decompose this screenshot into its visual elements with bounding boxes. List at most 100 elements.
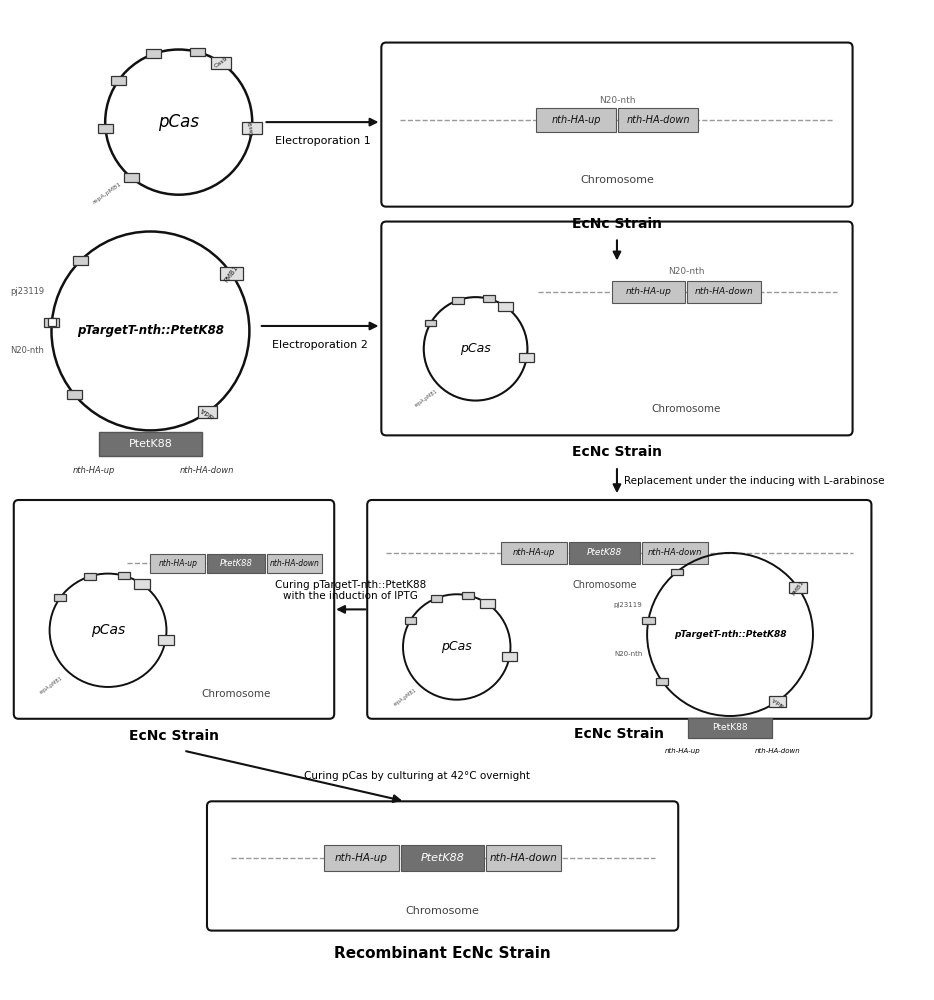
Text: nth-HA-down: nth-HA-down [626, 115, 689, 125]
FancyBboxPatch shape [210, 57, 232, 69]
Text: Chromosome: Chromosome [202, 689, 271, 699]
FancyBboxPatch shape [381, 43, 853, 207]
FancyBboxPatch shape [44, 318, 60, 327]
Text: nth-HA-up: nth-HA-up [513, 548, 556, 557]
Text: nth-HA-up: nth-HA-up [551, 115, 601, 125]
FancyBboxPatch shape [502, 652, 517, 661]
FancyBboxPatch shape [687, 281, 760, 303]
Text: nth-HA-down: nth-HA-down [755, 748, 800, 754]
FancyBboxPatch shape [118, 572, 130, 579]
Text: nth-HA-up: nth-HA-up [335, 853, 388, 863]
FancyBboxPatch shape [134, 579, 149, 589]
Text: nth-HA-up: nth-HA-up [158, 559, 197, 568]
FancyBboxPatch shape [498, 302, 513, 311]
Text: pTargetT-nth::PtetK88: pTargetT-nth::PtetK88 [77, 324, 224, 337]
FancyBboxPatch shape [381, 222, 853, 435]
FancyBboxPatch shape [54, 594, 66, 601]
Text: nth-HA-up: nth-HA-up [626, 287, 672, 296]
Text: PtetK88: PtetK88 [420, 853, 464, 863]
FancyBboxPatch shape [198, 406, 217, 418]
Text: PtetK88: PtetK88 [713, 723, 748, 732]
Text: N20-nth: N20-nth [668, 267, 704, 276]
FancyBboxPatch shape [687, 718, 772, 738]
FancyBboxPatch shape [324, 845, 399, 871]
FancyBboxPatch shape [73, 256, 88, 265]
FancyBboxPatch shape [401, 845, 484, 871]
Text: pTargetT-nth::PtetK88: pTargetT-nth::PtetK88 [673, 630, 786, 639]
FancyBboxPatch shape [48, 318, 56, 326]
Text: pj23119: pj23119 [614, 602, 643, 608]
Text: Recombinant EcNc Strain: Recombinant EcNc Strain [334, 946, 551, 961]
FancyBboxPatch shape [267, 554, 322, 573]
FancyBboxPatch shape [643, 617, 655, 624]
FancyBboxPatch shape [618, 108, 698, 132]
Text: nth-HA-down: nth-HA-down [489, 853, 558, 863]
Text: repA,pMB1: repA,pMB1 [92, 181, 122, 205]
Text: nth-HA-up: nth-HA-up [665, 748, 700, 754]
Text: EcNc Strain: EcNc Strain [129, 729, 219, 743]
Text: Curing pCas by culturing at 42°C overnight: Curing pCas by culturing at 42°C overnig… [304, 771, 530, 781]
Text: Electroporation 1: Electroporation 1 [275, 136, 370, 146]
Text: nth-HA-down: nth-HA-down [695, 287, 754, 296]
Text: N20-nth: N20-nth [599, 96, 635, 105]
FancyBboxPatch shape [220, 267, 243, 280]
Text: EcNc Strain: EcNc Strain [572, 445, 662, 459]
Text: PtetK88: PtetK88 [219, 559, 252, 568]
FancyBboxPatch shape [462, 592, 474, 599]
Text: Chromosome: Chromosome [580, 175, 654, 185]
Text: aldA: aldA [771, 695, 785, 707]
Text: repA,pMB1: repA,pMB1 [39, 675, 64, 695]
Text: pCas: pCas [442, 640, 472, 653]
FancyBboxPatch shape [452, 297, 463, 304]
FancyBboxPatch shape [111, 76, 126, 85]
Text: repA,pMB1: repA,pMB1 [392, 688, 417, 707]
Text: Chromosome: Chromosome [573, 580, 637, 590]
Text: nth-HA-up: nth-HA-up [73, 466, 115, 475]
FancyBboxPatch shape [14, 500, 334, 719]
FancyBboxPatch shape [99, 432, 203, 456]
Text: nth-HA-down: nth-HA-down [647, 548, 701, 557]
FancyBboxPatch shape [191, 48, 205, 56]
FancyBboxPatch shape [502, 542, 567, 564]
FancyBboxPatch shape [84, 573, 96, 580]
FancyBboxPatch shape [404, 617, 416, 624]
Text: aldA: aldA [199, 406, 215, 419]
FancyBboxPatch shape [656, 678, 668, 685]
FancyBboxPatch shape [486, 845, 561, 871]
FancyBboxPatch shape [67, 390, 82, 399]
FancyBboxPatch shape [769, 696, 786, 707]
Text: pj23119: pj23119 [10, 287, 44, 296]
Text: EcNc Strain: EcNc Strain [574, 727, 664, 741]
FancyBboxPatch shape [480, 599, 495, 608]
FancyBboxPatch shape [671, 569, 683, 575]
FancyBboxPatch shape [425, 320, 436, 326]
Text: Replacement under the inducing with L-arabinose: Replacement under the inducing with L-ar… [625, 476, 885, 486]
Text: repA,pMB1: repA,pMB1 [413, 389, 438, 408]
FancyBboxPatch shape [612, 281, 686, 303]
Text: Chromosome: Chromosome [405, 906, 479, 916]
Text: PtetK88: PtetK88 [129, 439, 173, 449]
FancyBboxPatch shape [536, 108, 616, 132]
FancyBboxPatch shape [158, 635, 174, 645]
FancyBboxPatch shape [367, 500, 871, 719]
Text: Cas9: Cas9 [248, 120, 255, 136]
FancyBboxPatch shape [519, 353, 534, 362]
FancyBboxPatch shape [207, 554, 265, 573]
FancyBboxPatch shape [242, 122, 262, 134]
Text: pCas: pCas [91, 623, 125, 637]
FancyBboxPatch shape [642, 542, 708, 564]
FancyBboxPatch shape [124, 173, 139, 182]
Text: pCas: pCas [460, 342, 491, 355]
FancyBboxPatch shape [150, 554, 205, 573]
Text: N20-nth: N20-nth [10, 346, 44, 355]
FancyBboxPatch shape [98, 124, 113, 133]
FancyBboxPatch shape [484, 295, 495, 302]
FancyBboxPatch shape [569, 542, 640, 564]
Text: PMB1: PMB1 [223, 264, 239, 284]
Text: Cas9: Cas9 [213, 56, 229, 69]
Text: nth-HA-down: nth-HA-down [180, 466, 234, 475]
FancyBboxPatch shape [788, 582, 807, 593]
FancyBboxPatch shape [431, 595, 443, 602]
FancyBboxPatch shape [146, 49, 161, 58]
FancyBboxPatch shape [207, 801, 678, 931]
